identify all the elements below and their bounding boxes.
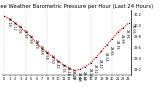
Text: 29.79: 29.79 (33, 39, 37, 48)
Text: 29.32: 29.32 (93, 64, 97, 74)
Text: 29.54: 29.54 (104, 52, 108, 62)
Text: 30.05: 30.05 (131, 24, 135, 34)
Text: 29.50: 29.50 (50, 54, 54, 64)
Text: 29.28: 29.28 (66, 66, 70, 76)
Text: 30.05: 30.05 (17, 24, 21, 34)
Text: 29.18: 29.18 (77, 72, 81, 81)
Text: 29.58: 29.58 (44, 50, 48, 60)
Title: Milwaukee Weather Barometric Pressure per Hour (Last 24 Hours): Milwaukee Weather Barometric Pressure pe… (0, 4, 154, 9)
Text: 29.42: 29.42 (98, 59, 102, 68)
Text: 29.42: 29.42 (55, 59, 59, 68)
Text: 29.76: 29.76 (114, 40, 118, 50)
Text: 30.12: 30.12 (12, 21, 16, 30)
Text: 29.22: 29.22 (71, 70, 75, 79)
Text: 30.18: 30.18 (6, 17, 10, 27)
Text: 29.65: 29.65 (109, 46, 113, 56)
Text: 29.68: 29.68 (39, 45, 43, 54)
Text: 29.20: 29.20 (82, 71, 86, 80)
Text: 29.88: 29.88 (28, 34, 32, 43)
Text: 29.88: 29.88 (120, 34, 124, 43)
Text: 29.97: 29.97 (23, 29, 27, 38)
Text: 29.25: 29.25 (87, 68, 91, 78)
Text: 29.35: 29.35 (60, 63, 64, 72)
Text: 29.96: 29.96 (125, 29, 129, 39)
